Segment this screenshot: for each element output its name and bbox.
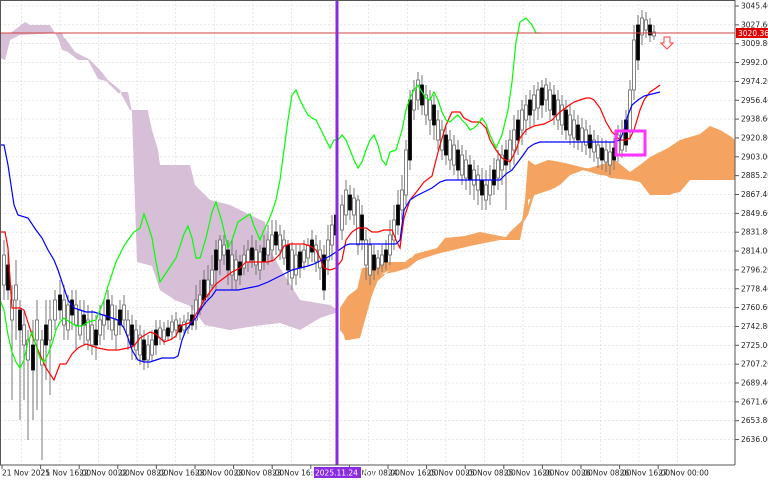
price-tick-label: 2707.20 bbox=[741, 360, 768, 369]
time-tick-label: 22 Nov 00:00 bbox=[79, 469, 130, 478]
price-tick-label: 2974.20 bbox=[741, 77, 768, 86]
price-tick-label: 2778.40 bbox=[741, 284, 768, 293]
price-tick-label: 2760.60 bbox=[741, 303, 768, 312]
kijun-sen-line bbox=[0, 91, 661, 363]
time-tick-label: 23 Nov 08:00 bbox=[234, 469, 285, 478]
indicator-lines bbox=[0, 17, 661, 382]
price-tick-label: 2689.40 bbox=[741, 379, 768, 388]
price-tick-label: 2653.80 bbox=[741, 416, 768, 425]
price-tick-label: 2636.00 bbox=[741, 435, 768, 444]
price-axis[interactable]: 3045.40 3027.60 3009.80 2992.00 2974.20 2956.… bbox=[735, 2, 768, 445]
time-tick-label: 24 Nov 08:00 bbox=[349, 469, 400, 478]
current-price-tag: 3020.36 bbox=[736, 28, 768, 38]
price-tick-label: 2903.00 bbox=[741, 152, 768, 161]
crosshair-date-tag: 2025.11.24 06:00 bbox=[314, 467, 382, 478]
time-tick-label: 26 Nov 08:00 bbox=[581, 469, 632, 478]
time-tick-label: 27 Nov 00:00 bbox=[658, 469, 709, 478]
price-tick-label: 2992.00 bbox=[741, 58, 768, 67]
price-tick-label: 3045.40 bbox=[741, 2, 768, 11]
time-tick-label: 25 Nov 00:00 bbox=[427, 469, 478, 478]
price-tick-label: 2956.40 bbox=[741, 96, 768, 105]
time-tick-label: 23 Nov 00:00 bbox=[195, 469, 246, 478]
price-tick-label: 2849.60 bbox=[741, 209, 768, 218]
time-tick-label: 22 Nov 08:00 bbox=[118, 469, 169, 478]
tenkan-sen-line bbox=[0, 84, 661, 382]
time-tick-label: 22 Nov 16:00 bbox=[156, 469, 207, 478]
time-tick-label: 25 Nov 16:00 bbox=[504, 469, 555, 478]
price-tick-label: 3027.60 bbox=[741, 20, 768, 29]
price-tick-label: 2814.00 bbox=[741, 247, 768, 256]
time-tick-label: 24 Nov 16:00 bbox=[388, 469, 439, 478]
time-tick-label: 26 Nov 16:00 bbox=[620, 469, 671, 478]
price-tick-label: 2938.60 bbox=[741, 115, 768, 124]
price-tick-label: 2671.60 bbox=[741, 397, 768, 406]
crosshair-date-label: 2025.11.24 06:00 bbox=[315, 469, 382, 478]
price-tick-label: 2885.20 bbox=[741, 171, 768, 180]
highlight-box bbox=[614, 129, 647, 157]
chikou-span-line bbox=[0, 17, 540, 370]
price-tick-label: 2831.80 bbox=[741, 228, 768, 237]
current-price-label: 3020.36 bbox=[738, 29, 768, 38]
price-tick-label: 3009.80 bbox=[741, 39, 768, 48]
time-tick-label: 26 Nov 00:00 bbox=[542, 469, 593, 478]
price-tick-label: 2920.80 bbox=[741, 133, 768, 142]
time-tick-label: 21 Nov 2025 bbox=[2, 469, 50, 478]
price-tick-label: 2796.20 bbox=[741, 265, 768, 274]
price-tick-label: 2742.80 bbox=[741, 322, 768, 331]
time-tick-label: 25 Nov 08:00 bbox=[465, 469, 516, 478]
sell-arrow-icon bbox=[659, 36, 675, 50]
price-tick-label: 2725.00 bbox=[741, 341, 768, 350]
time-tick-label: 23 Nov 16:00 bbox=[272, 469, 323, 478]
price-tick-label: 2867.40 bbox=[741, 190, 768, 199]
time-tick-label: 21 Nov 16:00 bbox=[41, 469, 92, 478]
